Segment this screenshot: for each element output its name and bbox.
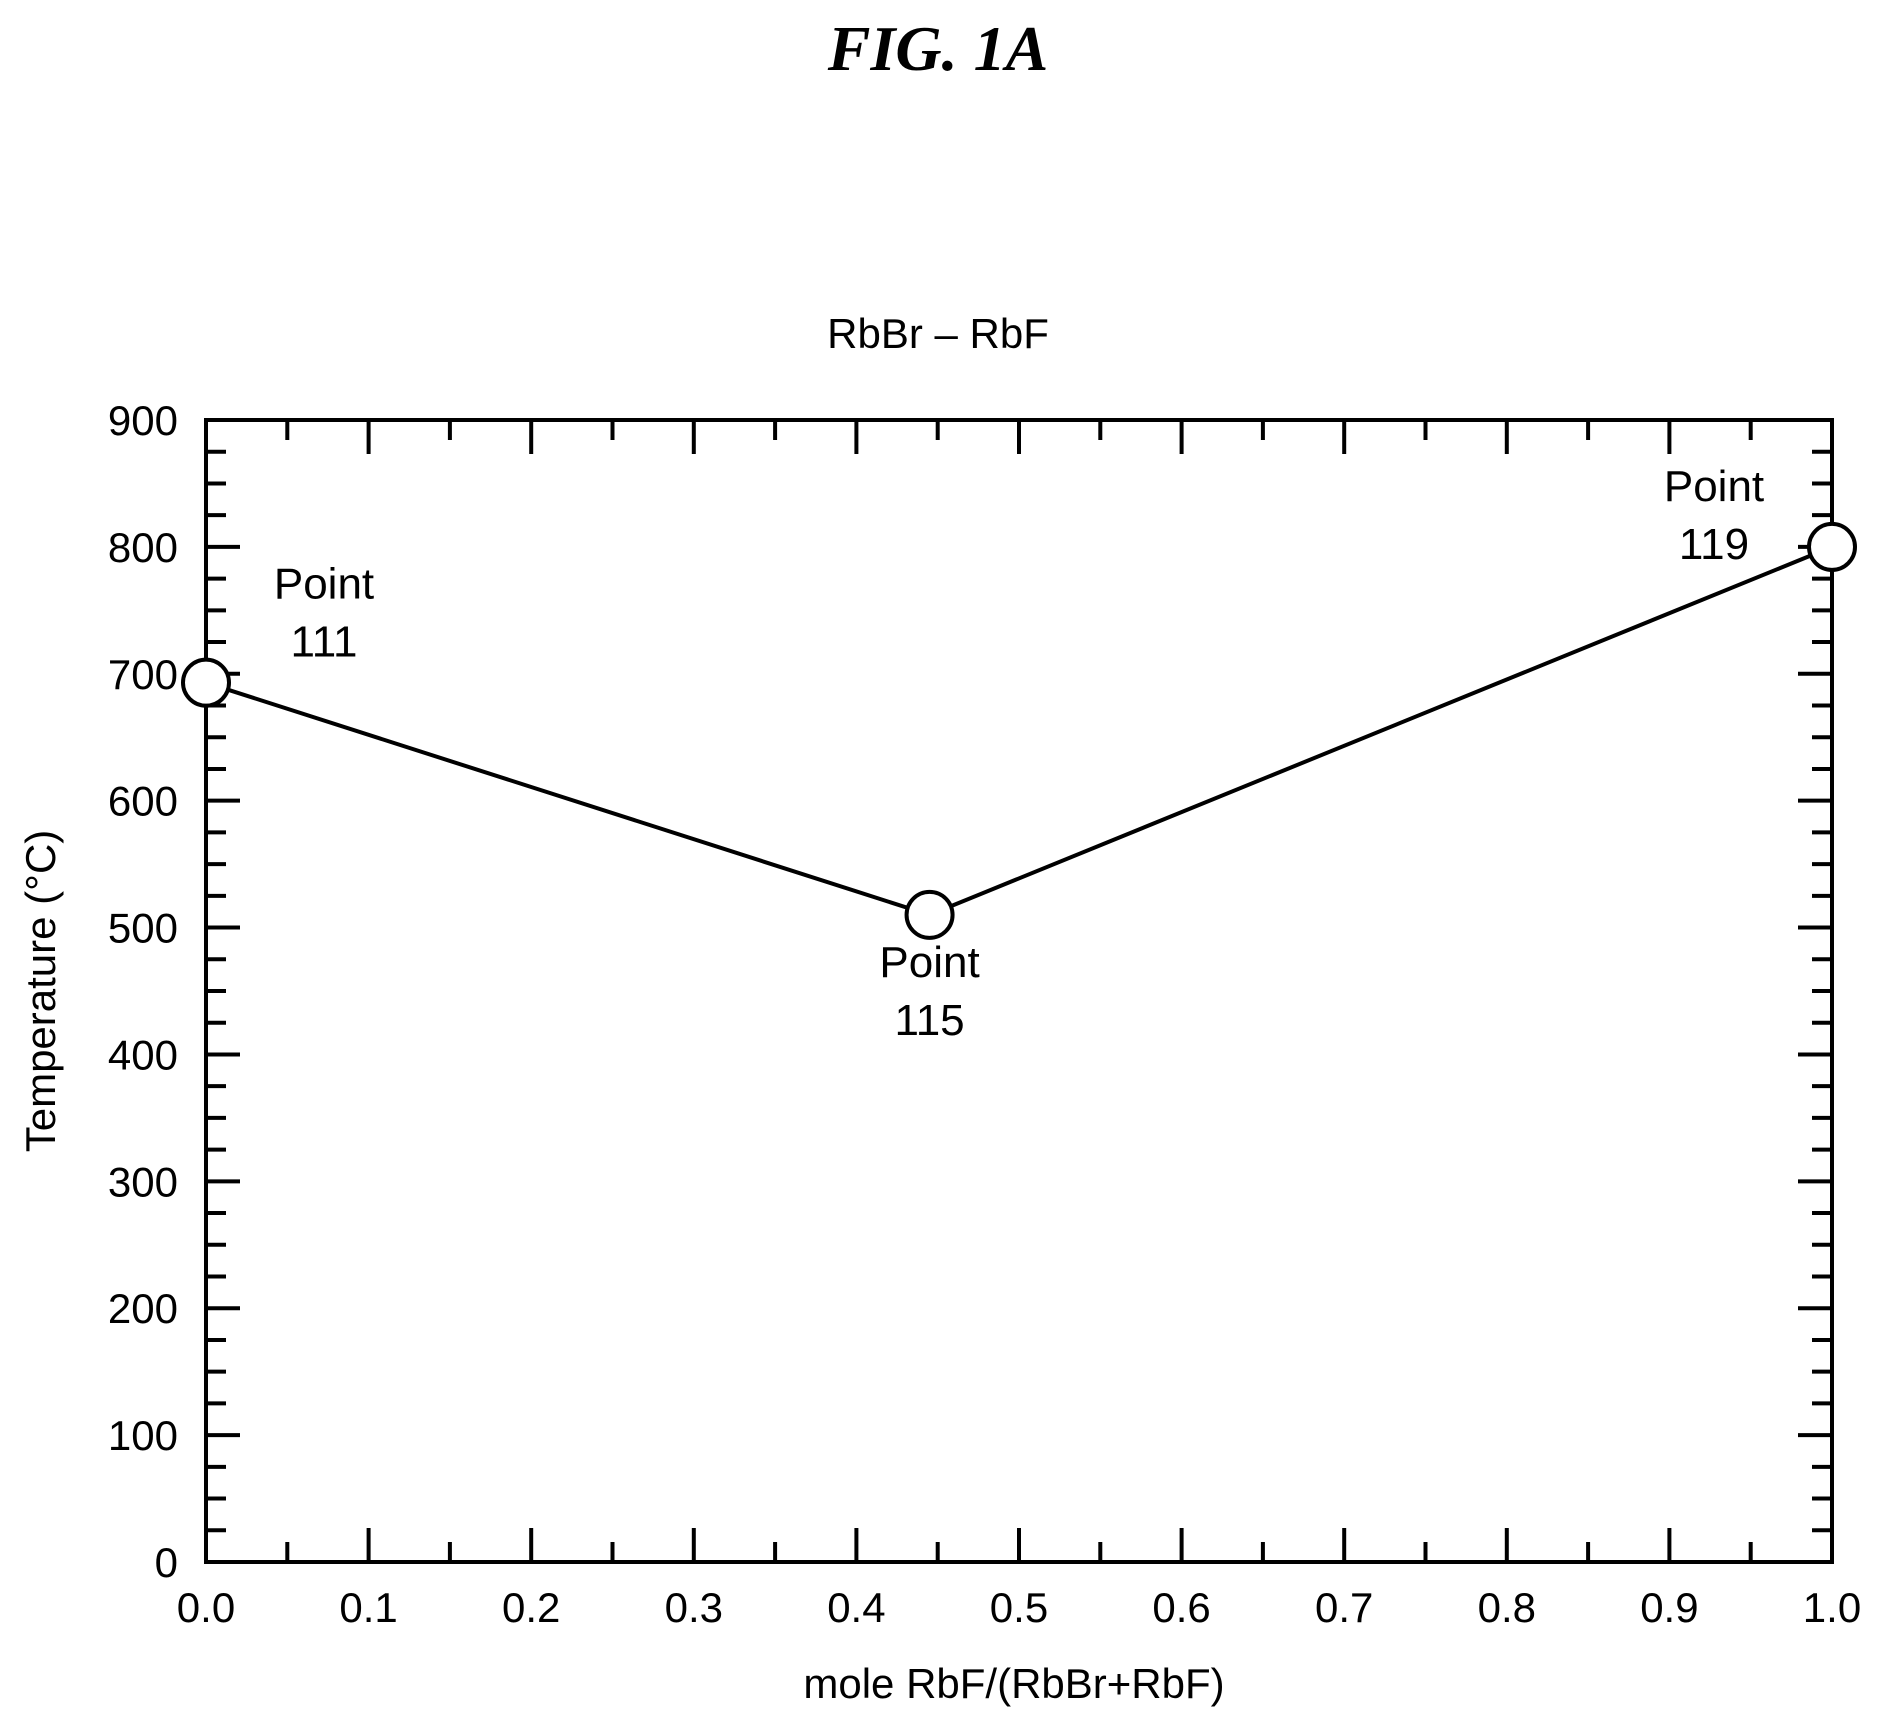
y-tick-label: 700 bbox=[108, 651, 178, 698]
x-axis-label: mole RbF/(RbBr+RbF) bbox=[803, 1660, 1224, 1707]
chart-title: RbBr – RbF bbox=[827, 310, 1049, 357]
point-annotation-label: Point bbox=[274, 560, 374, 609]
x-tick-label: 1.0 bbox=[1803, 1584, 1861, 1631]
data-point-marker bbox=[904, 889, 955, 940]
y-tick-label: 200 bbox=[108, 1285, 178, 1332]
points-layer bbox=[181, 521, 1857, 940]
x-tick-label: 0.5 bbox=[990, 1584, 1048, 1631]
y-tick-label: 400 bbox=[108, 1031, 178, 1078]
y-tick-label: 100 bbox=[108, 1412, 178, 1459]
y-tick-label: 900 bbox=[108, 397, 178, 444]
y-tick-label: 600 bbox=[108, 778, 178, 825]
x-tick-label: 0.0 bbox=[177, 1584, 235, 1631]
x-tick-label: 0.8 bbox=[1478, 1584, 1536, 1631]
x-tick-label: 0.4 bbox=[827, 1584, 885, 1631]
major-ticks bbox=[204, 418, 1834, 1564]
series-line bbox=[205, 545, 1833, 917]
x-tick-labels: 0.0 0.1 0.2 0.3 0.4 0.5 0.6 0.7 0.8 0.9 1.0 bbox=[177, 1584, 1861, 1631]
point-annotation-label: Point bbox=[1664, 462, 1764, 511]
y-tick-label: 0 bbox=[155, 1539, 178, 1586]
series-layer bbox=[205, 545, 1833, 917]
y-axis-label: Temperature (°C) bbox=[17, 830, 64, 1153]
y-tick-label: 300 bbox=[108, 1158, 178, 1205]
annotations-layer: Point 111 Point 115 Point 119 bbox=[274, 462, 1764, 1045]
plot-frame bbox=[204, 418, 1834, 1564]
point-annotation-label: Point bbox=[879, 938, 979, 987]
data-point-marker bbox=[181, 657, 231, 708]
x-tick-label: 0.9 bbox=[1640, 1584, 1698, 1631]
data-point-marker bbox=[1807, 521, 1857, 572]
x-tick-label: 0.1 bbox=[339, 1584, 397, 1631]
y-tick-labels: 0 100 200 300 400 500 600 700 800 900 bbox=[108, 397, 178, 1586]
point-annotation-number: 115 bbox=[894, 996, 964, 1045]
figure-label: FIG. 1A bbox=[827, 13, 1049, 84]
minor-ticks bbox=[206, 420, 1832, 1562]
y-tick-label: 800 bbox=[108, 524, 178, 571]
x-tick-label: 0.7 bbox=[1315, 1584, 1373, 1631]
x-tick-label: 0.2 bbox=[502, 1584, 560, 1631]
y-tick-label: 500 bbox=[108, 905, 178, 952]
point-annotation-number: 111 bbox=[291, 618, 358, 667]
x-tick-label: 0.3 bbox=[665, 1584, 723, 1631]
point-annotation-number: 119 bbox=[1679, 520, 1749, 569]
x-tick-label: 0.6 bbox=[1152, 1584, 1210, 1631]
